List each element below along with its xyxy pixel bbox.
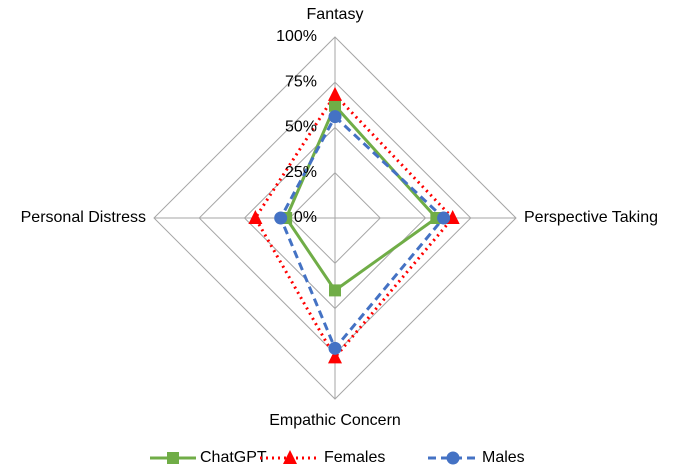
- marker: [329, 99, 341, 112]
- category-label: Perspective Taking: [524, 209, 658, 226]
- marker: [283, 450, 297, 464]
- tick-label: 75%: [285, 73, 317, 90]
- marker: [328, 86, 342, 101]
- marker: [167, 452, 179, 464]
- category-label: Personal Distress: [21, 209, 146, 226]
- marker: [328, 349, 342, 364]
- category-label: Fantasy: [307, 6, 364, 23]
- marker: [446, 451, 460, 465]
- marker: [248, 210, 263, 224]
- legend-label: Females: [324, 449, 385, 466]
- legend-label: ChatGPT: [200, 449, 267, 466]
- marker: [329, 284, 341, 297]
- tick-label: 25%: [285, 164, 317, 181]
- marker: [437, 211, 451, 225]
- category-label: Empathic Concern: [269, 412, 401, 429]
- tick-label: 50%: [285, 119, 317, 136]
- marker: [274, 211, 288, 225]
- tick-label: 0%: [294, 209, 317, 226]
- marker: [328, 110, 342, 124]
- marker: [328, 341, 342, 355]
- series-line: [279, 114, 446, 352]
- legend-label: Males: [482, 449, 525, 466]
- tick-label: 100%: [276, 28, 317, 45]
